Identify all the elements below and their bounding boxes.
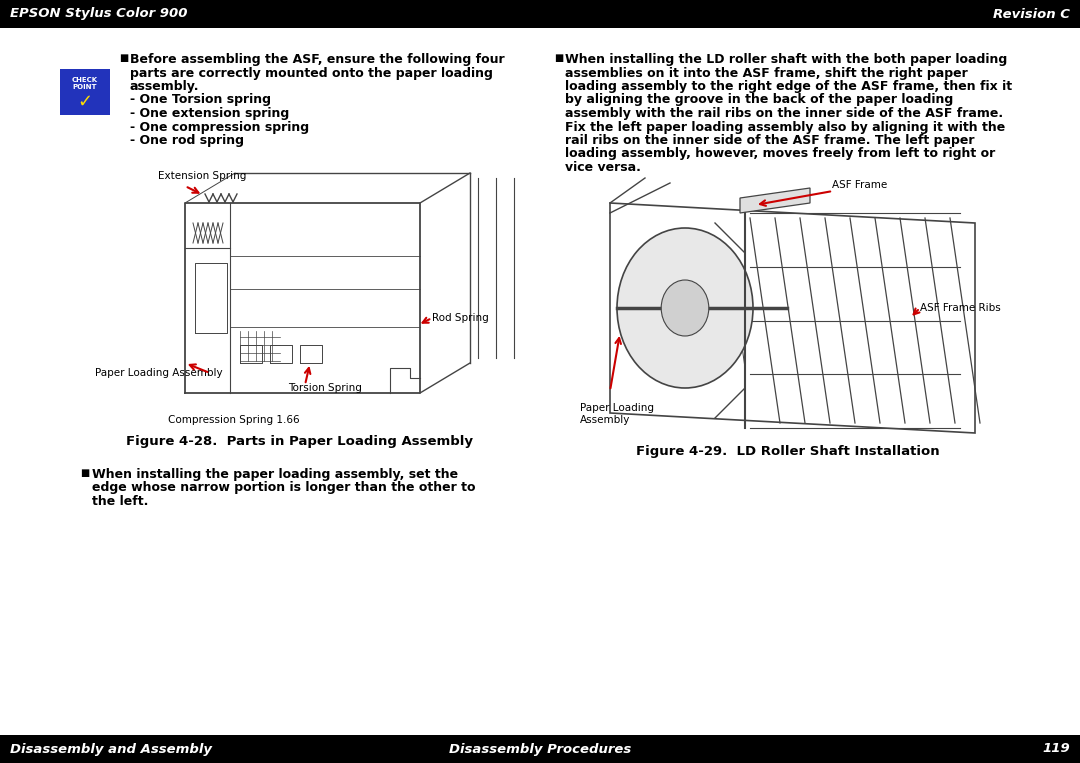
Text: Before assembling the ASF, ensure the following four: Before assembling the ASF, ensure the fo… (130, 53, 504, 66)
Text: EPSON Stylus Color 900: EPSON Stylus Color 900 (10, 8, 188, 21)
Text: When installing the paper loading assembly, set the: When installing the paper loading assemb… (92, 468, 458, 481)
Text: assemblies on it into the ASF frame, shift the right paper: assemblies on it into the ASF frame, shi… (565, 66, 968, 79)
Text: Figure 4-28.  Parts in Paper Loading Assembly: Figure 4-28. Parts in Paper Loading Asse… (126, 435, 473, 448)
Bar (0, 735, 1080, 763)
Text: ■: ■ (80, 468, 90, 478)
Text: Rod Spring: Rod Spring (432, 313, 489, 323)
Text: - One Torsion spring: - One Torsion spring (130, 94, 271, 107)
Text: by aligning the groove in the back of the paper loading: by aligning the groove in the back of th… (565, 94, 954, 107)
Text: edge whose narrow portion is longer than the other to: edge whose narrow portion is longer than… (92, 481, 475, 494)
Text: loading assembly to the right edge of the ASF frame, then fix it: loading assembly to the right edge of th… (565, 80, 1012, 93)
Text: Disassembly and Assembly: Disassembly and Assembly (10, 742, 212, 755)
Bar (0, 0, 1080, 28)
Text: Compression Spring 1.66: Compression Spring 1.66 (168, 415, 299, 425)
Text: ✓: ✓ (78, 93, 93, 111)
Text: 119: 119 (1042, 742, 1070, 755)
Text: Torsion Spring: Torsion Spring (288, 383, 362, 393)
Text: assembly with the rail ribs on the inner side of the ASF frame.: assembly with the rail ribs on the inner… (565, 107, 1003, 120)
Text: Fix the left paper loading assembly also by aligning it with the: Fix the left paper loading assembly also… (565, 121, 1005, 134)
Text: Revision C: Revision C (993, 8, 1070, 21)
Text: vice versa.: vice versa. (565, 161, 640, 174)
Text: ASF Frame: ASF Frame (832, 180, 888, 190)
Text: parts are correctly mounted onto the paper loading: parts are correctly mounted onto the pap… (130, 66, 492, 79)
Polygon shape (610, 203, 975, 433)
Text: When installing the LD roller shaft with the both paper loading: When installing the LD roller shaft with… (565, 53, 1008, 66)
Text: Paper Loading Assembly: Paper Loading Assembly (95, 368, 222, 378)
Ellipse shape (617, 228, 753, 388)
Text: - One compression spring: - One compression spring (130, 121, 309, 134)
Text: ASF Frame Ribs: ASF Frame Ribs (920, 303, 1001, 313)
Text: CHECK
POINT: CHECK POINT (72, 77, 98, 90)
Text: Disassembly Procedures: Disassembly Procedures (449, 742, 631, 755)
Text: ■: ■ (119, 53, 129, 63)
Bar (60, 69, 110, 115)
Text: loading assembly, however, moves freely from left to right or: loading assembly, however, moves freely … (565, 147, 996, 160)
Text: Paper Loading
Assembly: Paper Loading Assembly (580, 403, 654, 426)
Text: - One extension spring: - One extension spring (130, 107, 289, 120)
Polygon shape (740, 188, 810, 213)
Text: Extension Spring: Extension Spring (158, 171, 246, 181)
Text: - One rod spring: - One rod spring (130, 134, 244, 147)
Text: Figure 4-29.  LD Roller Shaft Installation: Figure 4-29. LD Roller Shaft Installatio… (636, 445, 940, 458)
Text: ■: ■ (554, 53, 564, 63)
Ellipse shape (661, 280, 708, 336)
Text: assembly.: assembly. (130, 80, 200, 93)
Text: rail ribs on the inner side of the ASF frame. The left paper: rail ribs on the inner side of the ASF f… (565, 134, 974, 147)
Text: the left.: the left. (92, 495, 148, 508)
